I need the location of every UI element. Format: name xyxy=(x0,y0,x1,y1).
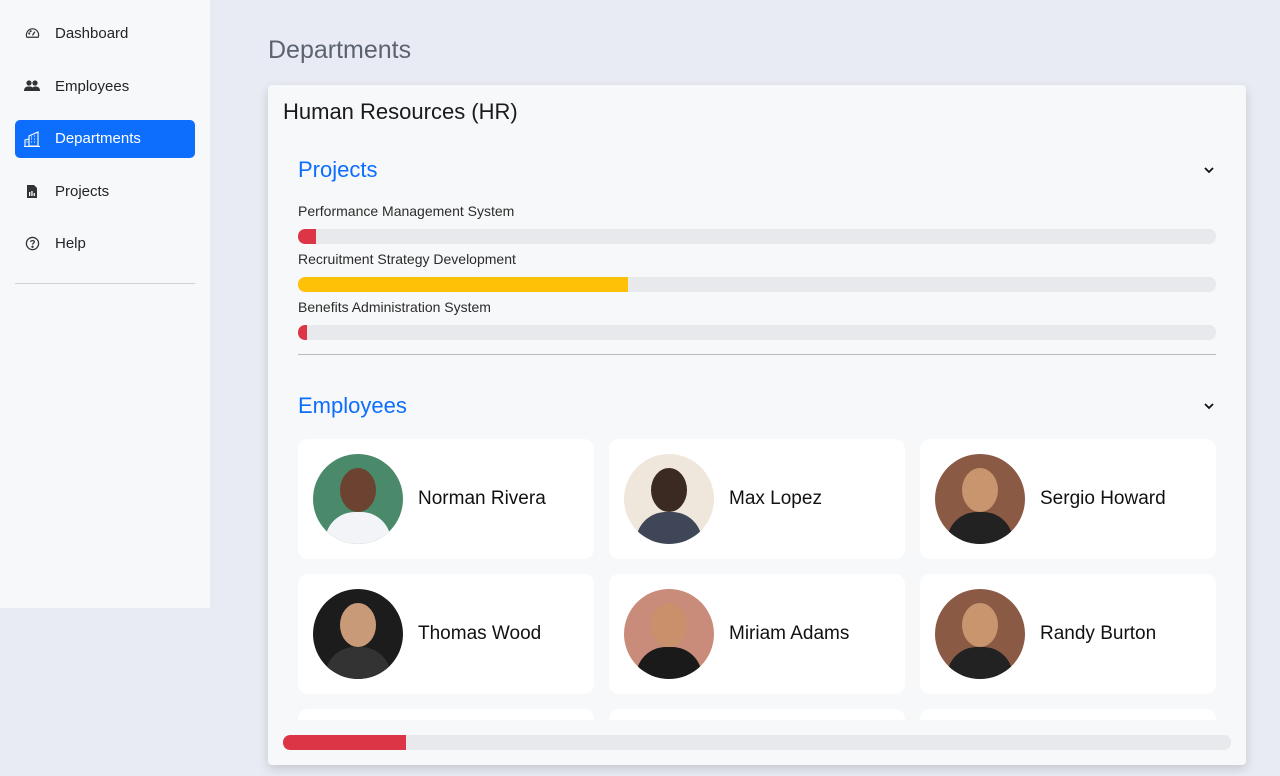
employee-card[interactable] xyxy=(920,709,1216,720)
employee-name: Miriam Adams xyxy=(729,623,850,644)
sidebar-item-label: Projects xyxy=(55,182,110,200)
employee-card[interactable]: Max Lopez xyxy=(609,439,905,559)
sidebar-item-dashboard[interactable]: Dashboard xyxy=(15,15,195,53)
employee-name: Max Lopez xyxy=(729,488,822,509)
progress-fill xyxy=(298,277,629,292)
chevron-down-icon[interactable] xyxy=(1202,163,1216,177)
department-name: Human Resources (HR) xyxy=(283,99,518,124)
sidebar-item-employees[interactable]: Employees xyxy=(15,68,195,106)
employee-card[interactable] xyxy=(609,709,905,720)
progress-fill xyxy=(298,325,308,340)
sidebar-item-label: Dashboard xyxy=(55,25,129,43)
sidebar-item-label: Employees xyxy=(55,77,130,95)
progress-fill xyxy=(298,229,317,244)
project-name: Recruitment Strategy Development xyxy=(298,251,516,267)
sidebar: Dashboard Employees Departments Projects… xyxy=(0,0,210,608)
employee-name: Sergio Howard xyxy=(1040,488,1166,509)
section-divider xyxy=(298,354,1216,355)
page-title: Departments xyxy=(268,36,412,64)
employees-section-header[interactable]: Employees xyxy=(298,393,1216,419)
employees-grid: Norman Rivera Max Lopez Sergio Howard Th… xyxy=(298,439,1216,720)
sidebar-item-departments[interactable]: Departments xyxy=(15,120,195,158)
employee-card[interactable]: Norman Rivera xyxy=(298,439,594,559)
progress-fill xyxy=(283,735,407,750)
department-card: Human Resources (HR) Projects Performanc… xyxy=(268,85,1246,765)
project-progress-bar xyxy=(298,277,1216,292)
avatar xyxy=(624,454,714,544)
sidebar-divider xyxy=(15,282,195,284)
avatar xyxy=(935,589,1025,679)
avatar xyxy=(935,454,1025,544)
avatar xyxy=(624,589,714,679)
projects-section-header[interactable]: Projects xyxy=(298,157,1216,183)
employee-name: Thomas Wood xyxy=(418,623,542,644)
project-item: Benefits Administration System xyxy=(298,298,1216,340)
sim-card-icon xyxy=(24,183,40,199)
department-progress-bar xyxy=(283,735,1231,750)
sidebar-item-label: Help xyxy=(55,235,86,253)
projects-list: Performance Management System Recruitmen… xyxy=(298,202,1216,346)
employee-card[interactable]: Miriam Adams xyxy=(609,574,905,694)
employee-name: Norman Rivera xyxy=(418,488,546,509)
building-icon xyxy=(24,130,40,147)
project-name: Benefits Administration System xyxy=(298,299,491,315)
project-progress-bar xyxy=(298,229,1216,244)
project-item: Performance Management System xyxy=(298,202,1216,244)
sidebar-item-help[interactable]: Help xyxy=(15,225,195,263)
employee-name: Randy Burton xyxy=(1040,623,1157,644)
employee-card[interactable]: Thomas Wood xyxy=(298,574,594,694)
projects-heading: Projects xyxy=(298,157,378,182)
employee-card[interactable] xyxy=(298,709,594,720)
sidebar-item-projects[interactable]: Projects xyxy=(15,173,195,211)
people-icon xyxy=(24,78,40,94)
project-item: Recruitment Strategy Development xyxy=(298,250,1216,292)
avatar xyxy=(313,454,403,544)
chevron-down-icon[interactable] xyxy=(1202,399,1216,413)
employee-card[interactable]: Randy Burton xyxy=(920,574,1216,694)
project-name: Performance Management System xyxy=(298,203,515,219)
project-progress-bar xyxy=(298,325,1216,340)
question-circle-icon xyxy=(24,236,40,252)
avatar xyxy=(313,589,403,679)
employees-heading: Employees xyxy=(298,393,407,418)
employee-card[interactable]: Sergio Howard xyxy=(920,439,1216,559)
dashboard-gauge-icon xyxy=(24,26,40,42)
sidebar-item-label: Departments xyxy=(55,130,141,148)
